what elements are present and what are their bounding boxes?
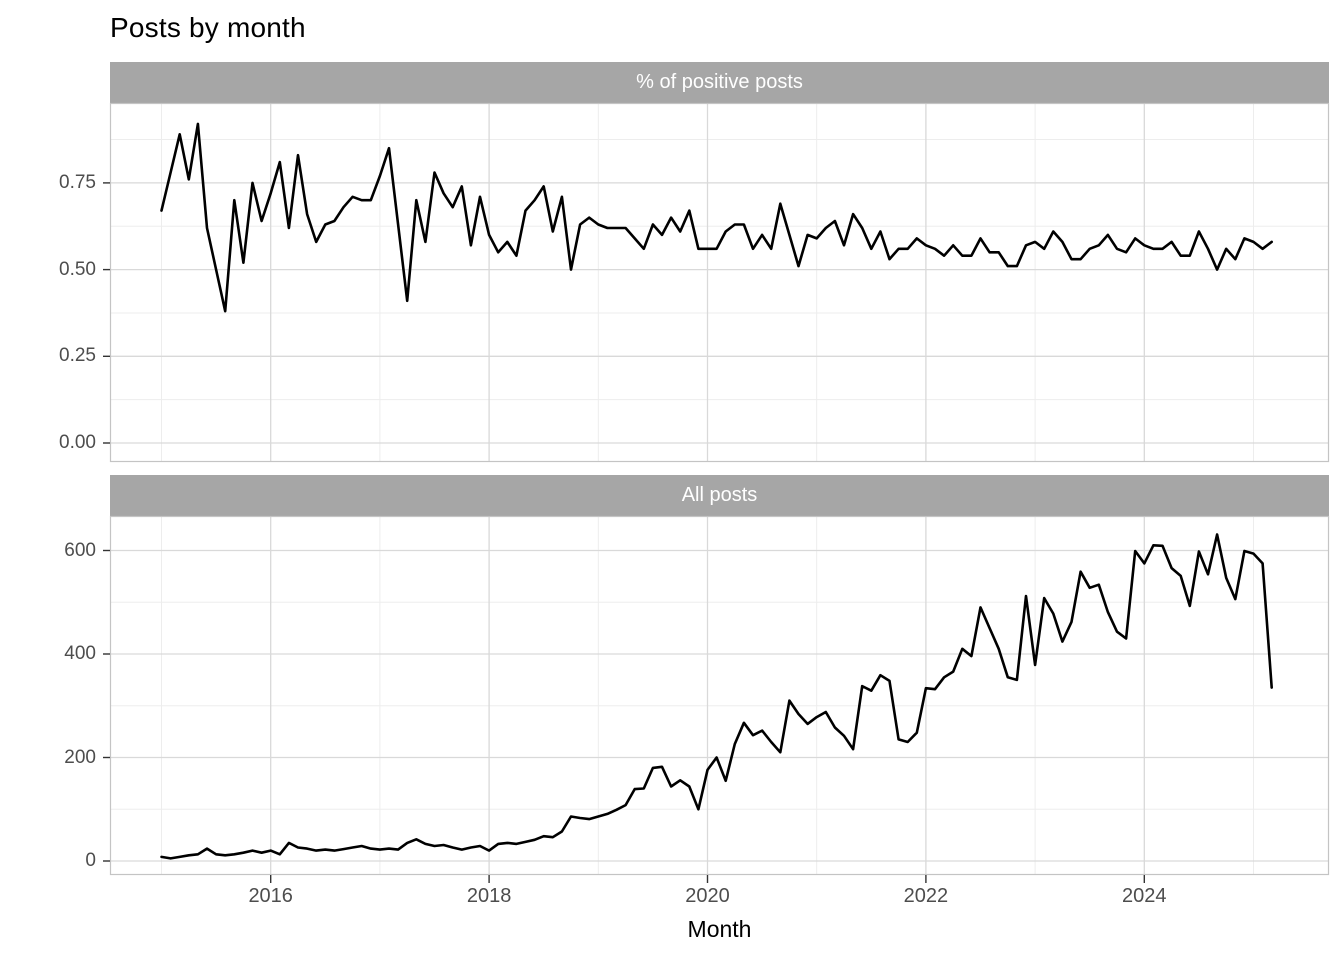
- facet-strip-positive-posts-label: % of positive posts: [636, 71, 803, 93]
- x-tick-label: 2018: [466, 885, 512, 907]
- y-tick-label: 200: [64, 746, 96, 768]
- y-tick-label: 0.25: [59, 345, 96, 367]
- y-tick-label: 0: [85, 850, 96, 871]
- y-tick-label: 0.75: [59, 171, 96, 193]
- panel-border: [109, 102, 1330, 463]
- positive-pct-series-line: [160, 122, 1273, 313]
- facet-strip-all-posts: All posts: [110, 475, 1329, 516]
- x-tick-label: 2016: [248, 885, 293, 907]
- chart-title: Posts by month: [110, 12, 306, 43]
- axis-tick-layer: [103, 182, 1146, 883]
- x-tick-label: 2024: [1122, 885, 1167, 907]
- y-tick-label: 0.50: [59, 258, 96, 280]
- y-tick-label: 0.00: [59, 432, 96, 453]
- x-tick-label: 2022: [903, 885, 949, 907]
- facet-strip-all-posts-label: All posts: [681, 484, 758, 506]
- y-tick-label: 400: [64, 643, 96, 664]
- y-tick-label: 600: [64, 539, 96, 561]
- facet-strip-positive-posts: % of positive posts: [110, 62, 1329, 103]
- grid-layer: [110, 103, 1329, 875]
- series-layer: [160, 122, 1273, 860]
- panel-border: [109, 515, 1330, 876]
- all-posts-series-line: [160, 533, 1273, 860]
- panel-border-layer: [109, 102, 1330, 876]
- x-axis-title: Month: [687, 916, 752, 942]
- x-tick-label: 2020: [685, 885, 730, 907]
